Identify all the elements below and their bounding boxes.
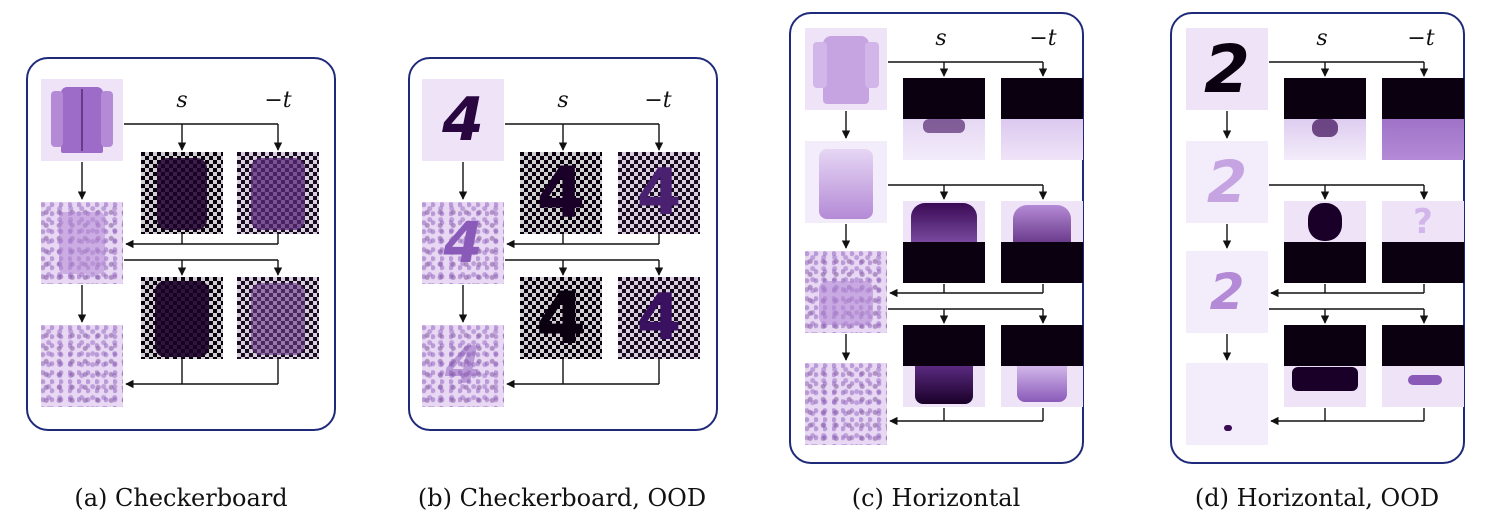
caption-d: (d) Horizontal, OOD xyxy=(1194,484,1440,512)
s-output-c-1 xyxy=(903,78,985,160)
s-output-b-1: 4 xyxy=(520,152,602,234)
t-output-c-2 xyxy=(1001,201,1083,283)
intermediate-image-b-1: 4 xyxy=(422,202,504,284)
caption-c: (c) Horizontal xyxy=(851,484,1021,512)
t-output-b-2: 4 xyxy=(618,277,700,359)
intermediate-image-d-2: 2 xyxy=(1186,251,1268,333)
s-label-d: s xyxy=(1316,26,1328,51)
t-output-d-3 xyxy=(1382,325,1464,407)
output-image-c xyxy=(805,363,887,445)
s-label-a: s xyxy=(176,88,188,113)
s-output-d-1 xyxy=(1284,78,1366,160)
input-image-d: 2 xyxy=(1186,28,1268,110)
output-image-b: 4 xyxy=(422,325,504,407)
input-image-a xyxy=(41,79,123,161)
s-label-b: s xyxy=(557,88,569,113)
intermediate-image-c-2 xyxy=(805,251,887,333)
s-output-b-2: 4 xyxy=(520,277,602,359)
s-output-d-3 xyxy=(1284,325,1366,407)
input-image-b: 4 xyxy=(422,79,504,161)
t-output-c-3 xyxy=(1001,325,1083,407)
intermediate-image-c-1 xyxy=(805,141,887,223)
output-image-a xyxy=(41,325,123,407)
caption-b: (b) Checkerboard, OOD xyxy=(417,484,707,512)
s-output-a-2 xyxy=(141,277,223,359)
t-label-d: −t xyxy=(1407,26,1435,51)
s-label-c: s xyxy=(935,26,947,51)
s-output-c-2 xyxy=(903,201,985,283)
t-output-d-2: ? xyxy=(1382,201,1464,283)
s-output-c-3 xyxy=(903,325,985,407)
t-output-b-1: 4 xyxy=(618,152,700,234)
t-label-a: −t xyxy=(264,88,292,113)
s-output-d-2 xyxy=(1284,201,1366,283)
t-label-c: −t xyxy=(1029,26,1057,51)
output-image-d xyxy=(1186,363,1268,445)
caption-a: (a) Checkerboard xyxy=(74,484,288,512)
t-output-c-1 xyxy=(1001,78,1083,160)
t-output-d-1 xyxy=(1382,78,1464,160)
t-output-a-2 xyxy=(237,277,319,359)
intermediate-image-d-1: 2 xyxy=(1186,141,1268,223)
input-image-c xyxy=(805,28,887,110)
t-output-a-1 xyxy=(237,152,319,234)
intermediate-image-a-1 xyxy=(41,202,123,284)
s-output-a-1 xyxy=(141,152,223,234)
t-label-b: −t xyxy=(644,88,672,113)
